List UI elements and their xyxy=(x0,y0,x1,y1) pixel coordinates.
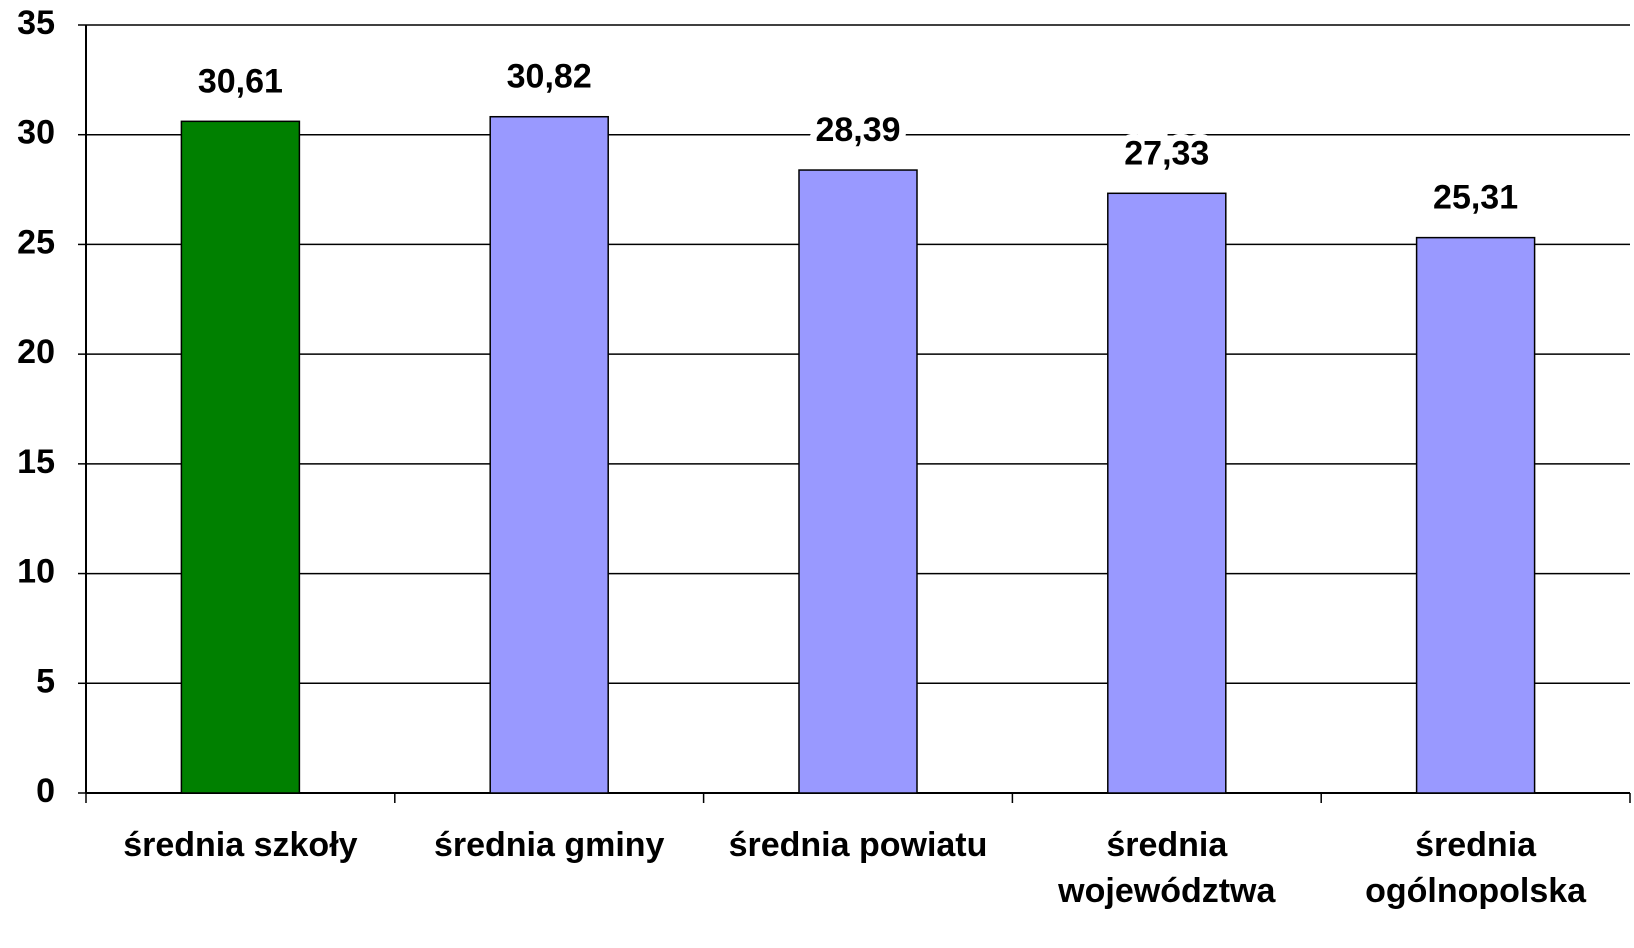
x-tick-label: średnia ogólnopolska xyxy=(1365,826,1587,910)
bar xyxy=(1415,236,1536,794)
y-tick-label: 25 xyxy=(17,223,55,261)
x-tick-label: średnia powiatu xyxy=(728,826,988,864)
bar xyxy=(180,120,301,794)
bar xyxy=(489,115,609,794)
x-tick-label: średnia województwa xyxy=(1058,826,1276,910)
y-tick-label: 30 xyxy=(17,114,55,152)
bar xyxy=(1107,192,1227,794)
y-tick-label: 0 xyxy=(36,772,55,810)
value-label: 28,39 xyxy=(815,111,900,149)
value-label: 27,33 xyxy=(1124,134,1209,172)
y-tick-label: 5 xyxy=(36,662,55,700)
y-tick-label: 15 xyxy=(17,443,55,481)
x-tick-label: średnia gminy xyxy=(433,826,665,864)
value-label: 30,82 xyxy=(507,58,592,96)
y-tick-label: 10 xyxy=(17,553,55,591)
y-tick-label: 20 xyxy=(17,333,55,371)
value-label: 25,31 xyxy=(1433,179,1518,217)
bar xyxy=(798,169,918,794)
value-label: 30,61 xyxy=(198,62,283,100)
x-tick-label: średnia szkoły xyxy=(123,826,358,864)
y-tick-label: 35 xyxy=(17,4,55,42)
